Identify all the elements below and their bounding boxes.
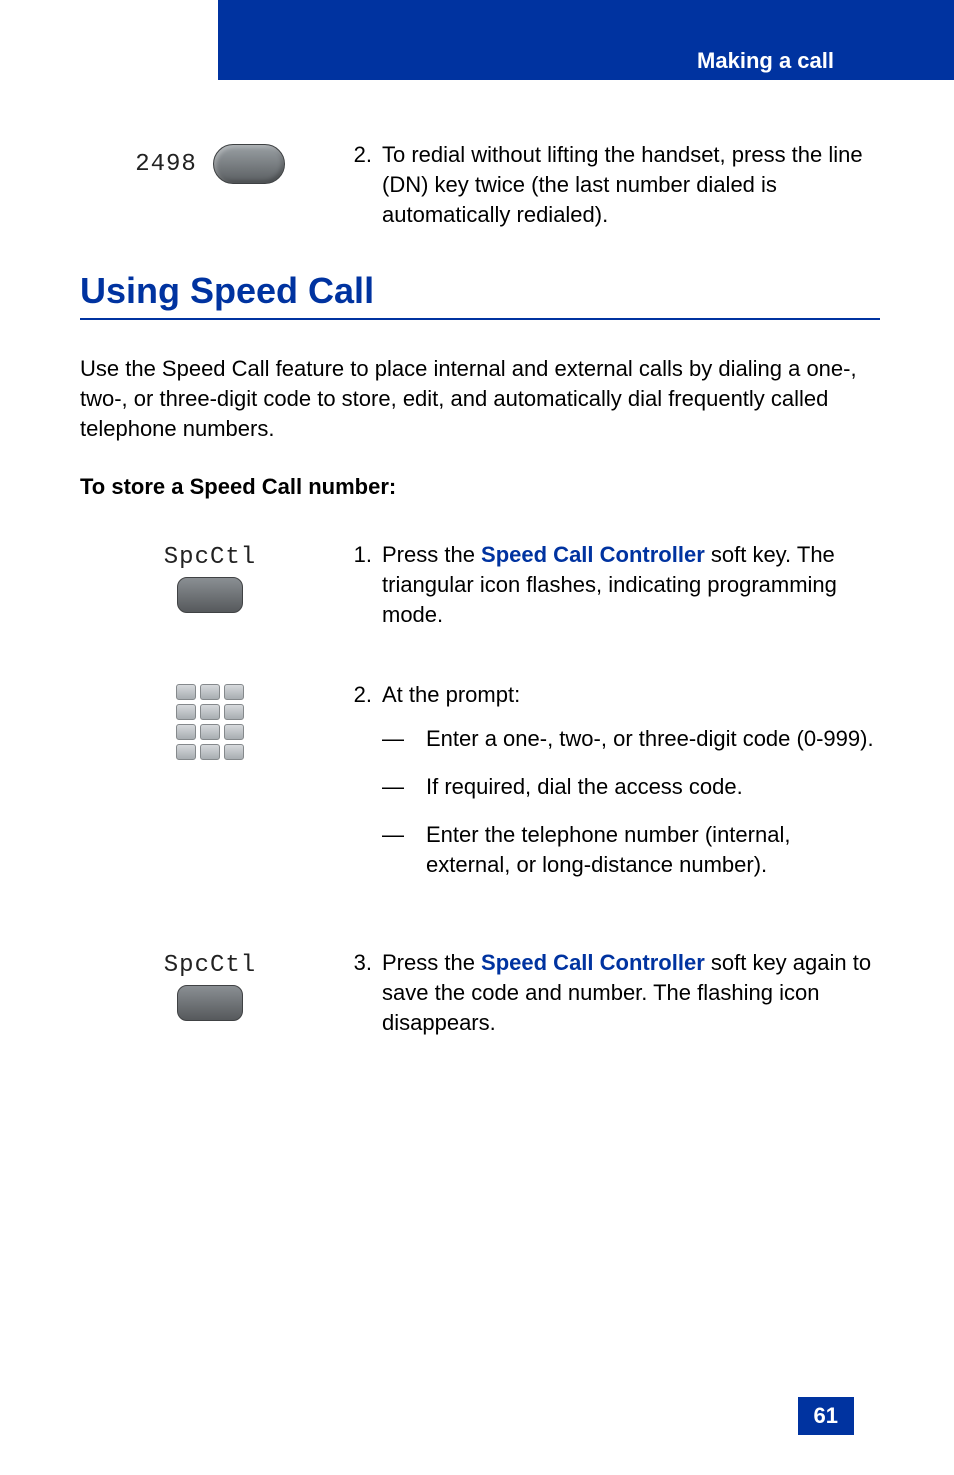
- step-number: 3.: [340, 948, 382, 1038]
- softkey-button-icon: [177, 985, 243, 1021]
- step-text: Press the Speed Call Controller soft key…: [382, 948, 880, 1038]
- dash-icon: —: [382, 772, 426, 802]
- text-pre: Press the: [382, 542, 481, 567]
- list-text: Enter the telephone number (internal, ex…: [426, 820, 880, 880]
- softkey-illustration: SpcCtl: [80, 540, 340, 630]
- step-text: At the prompt: — Enter a one-, two-, or …: [382, 680, 880, 898]
- text-blue: Speed Call Controller: [481, 542, 705, 567]
- text-blue: Speed Call Controller: [481, 950, 705, 975]
- line-key-icon: [213, 144, 285, 184]
- step-number: 2.: [340, 680, 382, 898]
- redial-step-row: 2498 2. To redial without lifting the ha…: [80, 140, 880, 230]
- softkey-button-icon: [177, 577, 243, 613]
- step-text: To redial without lifting the handset, p…: [382, 140, 880, 230]
- step-text: Press the Speed Call Controller soft key…: [382, 540, 880, 630]
- section-heading: Using Speed Call: [80, 270, 880, 312]
- store-step-1: SpcCtl 1. Press the Speed Call Controlle…: [80, 540, 880, 630]
- softkey-label: SpcCtl: [80, 952, 340, 979]
- header-bar: Making a call: [218, 0, 954, 80]
- step-number: 1.: [340, 540, 382, 630]
- softkey-illustration: SpcCtl: [80, 948, 340, 1038]
- line-key-illustration: 2498: [80, 140, 340, 230]
- page-content: 2498 2. To redial without lifting the ha…: [80, 140, 880, 1066]
- sub-list: — Enter a one-, two-, or three-digit cod…: [382, 724, 880, 880]
- procedure-heading: To store a Speed Call number:: [80, 474, 880, 500]
- header-title: Making a call: [697, 48, 834, 74]
- list-item: — Enter the telephone number (internal, …: [382, 820, 880, 880]
- section-rule: [80, 318, 880, 320]
- text-pre: Press the: [382, 950, 481, 975]
- list-text: If required, dial the access code.: [426, 772, 880, 802]
- section-intro: Use the Speed Call feature to place inte…: [80, 354, 880, 444]
- list-text: Enter a one-, two-, or three-digit code …: [426, 724, 880, 754]
- step-lead: At the prompt:: [382, 682, 520, 707]
- keypad-icon: [176, 684, 244, 760]
- list-item: — Enter a one-, two-, or three-digit cod…: [382, 724, 880, 754]
- list-item: — If required, dial the access code.: [382, 772, 880, 802]
- store-step-2: 2. At the prompt: — Enter a one-, two-, …: [80, 680, 880, 898]
- keypad-illustration: [80, 680, 340, 898]
- store-step-3: SpcCtl 3. Press the Speed Call Controlle…: [80, 948, 880, 1038]
- page-number: 61: [798, 1397, 854, 1435]
- dash-icon: —: [382, 724, 426, 754]
- line-dn-label: 2498: [135, 151, 197, 178]
- softkey-label: SpcCtl: [80, 544, 340, 571]
- dash-icon: —: [382, 820, 426, 880]
- step-number: 2.: [340, 140, 382, 230]
